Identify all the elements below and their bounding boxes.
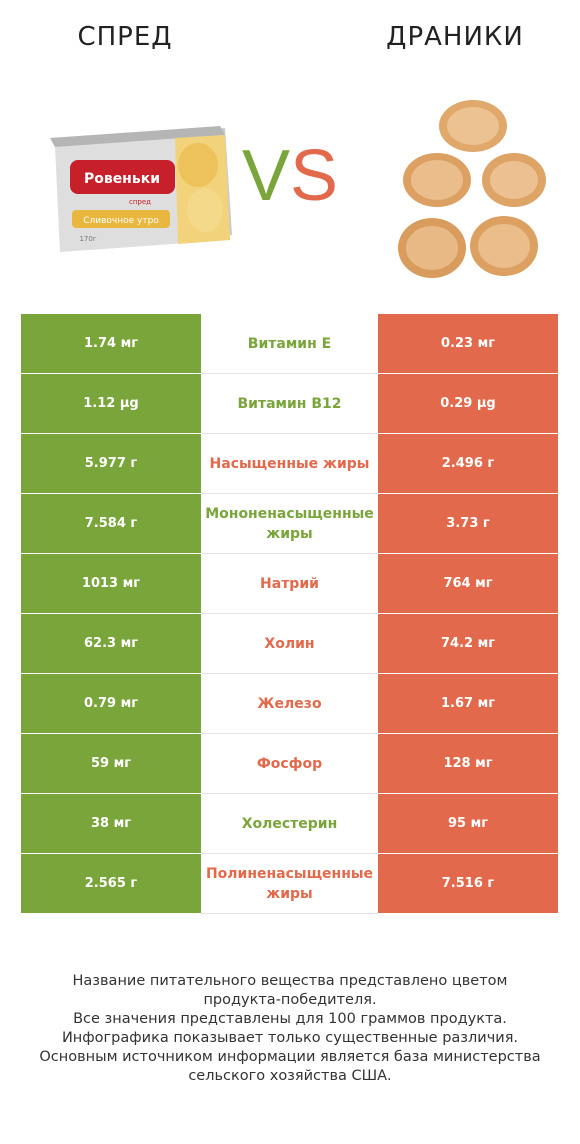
- left-value: 1013 мг: [21, 554, 201, 614]
- product-illustrations: Ровеньки спред Сливочное утро 170г: [50, 100, 546, 278]
- table-row: 38 мг Холестерин 95 мг: [21, 794, 558, 854]
- footer-line: Все значения представлены для 100 граммо…: [73, 1011, 507, 1027]
- nutrient-label: Фосфор: [201, 734, 378, 794]
- left-value: 2.565 г: [21, 854, 201, 914]
- right-value: 7.516 г: [378, 854, 558, 914]
- footer-note: Название питательного вещества представл…: [20, 972, 560, 1086]
- nutrient-label: Витамин B12: [201, 374, 378, 434]
- right-value: 0.23 мг: [378, 314, 558, 374]
- left-value: 62.3 мг: [21, 614, 201, 674]
- right-value: 2.496 г: [378, 434, 558, 494]
- right-value: 74.2 мг: [378, 614, 558, 674]
- left-value: 0.79 мг: [21, 674, 201, 734]
- spread-package-image: Ровеньки спред Сливочное утро 170г: [50, 126, 232, 252]
- package-brand-text: Ровеньки: [84, 171, 160, 187]
- table-row: 5.977 г Насыщенные жиры 2.496 г: [21, 434, 558, 494]
- vs-label: VS: [225, 135, 355, 217]
- right-value: 95 мг: [378, 794, 558, 854]
- nutrient-label: Натрий: [201, 554, 378, 614]
- package-small-text: спред: [129, 198, 151, 206]
- table-row: 2.565 г Полиненасыщенные жиры 7.516 г: [21, 854, 558, 914]
- left-value: 7.584 г: [21, 494, 201, 554]
- left-value: 5.977 г: [21, 434, 201, 494]
- right-value: 1.67 мг: [378, 674, 558, 734]
- right-value: 3.73 г: [378, 494, 558, 554]
- left-product-title: СПРЕД: [77, 22, 173, 52]
- footer-line: Инфографика показывает только существенн…: [61, 1030, 519, 1046]
- table-row: 1.74 мг Витамин E 0.23 мг: [21, 314, 558, 374]
- table-row: 0.79 мг Железо 1.67 мг: [21, 674, 558, 734]
- footer-line: Основным источником информации является …: [39, 1049, 541, 1065]
- table-row: 59 мг Фосфор 128 мг: [21, 734, 558, 794]
- left-value: 59 мг: [21, 734, 201, 794]
- table-row: 62.3 мг Холин 74.2 мг: [21, 614, 558, 674]
- left-value: 1.12 µg: [21, 374, 201, 434]
- footer-line: сельского хозяйства США.: [188, 1068, 392, 1084]
- comparison-table: 1.74 мг Витамин E 0.23 мг 1.12 µg Витамин B1…: [21, 314, 558, 914]
- nutrient-label: Холин: [201, 614, 378, 674]
- vs-v: V: [241, 136, 290, 216]
- table-row: 7.584 г Мононенасыщенные жиры 3.73 г: [21, 494, 558, 554]
- table-row: 1013 мг Натрий 764 мг: [21, 554, 558, 614]
- package-product-text: Сливочное утро: [83, 216, 159, 226]
- nutrient-label: Железо: [201, 674, 378, 734]
- right-value: 128 мг: [378, 734, 558, 794]
- nutrient-label: Полиненасыщенные жиры: [201, 854, 378, 914]
- package-weight-text: 170г: [79, 235, 96, 243]
- nutrient-label: Насыщенные жиры: [201, 434, 378, 494]
- nutrient-label: Мононенасыщенные жиры: [201, 494, 378, 554]
- left-value: 1.74 мг: [21, 314, 201, 374]
- nutrient-label: Витамин E: [201, 314, 378, 374]
- table-row: 1.12 µg Витамин B12 0.29 µg: [21, 374, 558, 434]
- right-value: 0.29 µg: [378, 374, 558, 434]
- right-product-title: ДРАНИКИ: [386, 22, 524, 52]
- footer-line: продукта-победителя.: [203, 992, 377, 1008]
- footer-line: Название питательного вещества представл…: [72, 973, 508, 989]
- right-value: 764 мг: [378, 554, 558, 614]
- left-value: 38 мг: [21, 794, 201, 854]
- draniki-image: [398, 100, 546, 278]
- vs-s: S: [290, 136, 339, 216]
- nutrient-label: Холестерин: [201, 794, 378, 854]
